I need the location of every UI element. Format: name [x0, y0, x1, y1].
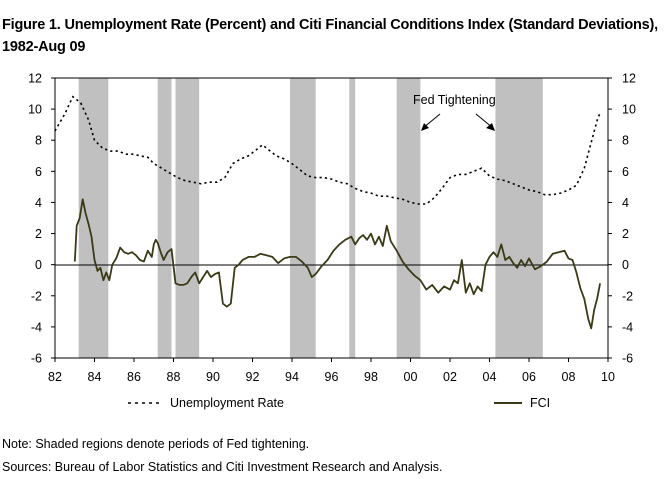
- y-tick-label-left: -2: [31, 289, 42, 303]
- figure-title: Figure 1. Unemployment Rate (Percent) an…: [2, 17, 658, 55]
- y-axis-right: 12 10 8 6 4 2 0 -2 -4 -6: [608, 72, 636, 366]
- legend-label-fci: FCI: [530, 396, 550, 410]
- series-line-unemployment-rate: [54, 95, 602, 205]
- legend-fci: FCI: [494, 396, 550, 410]
- shade-period-1: [157, 78, 172, 358]
- annotation-arrow-left: [421, 113, 441, 131]
- annotation-fed-tightening: Fed Tightening: [413, 93, 496, 107]
- x-tick-label: 92: [246, 370, 260, 384]
- y-tick-label-left: 8: [35, 134, 42, 148]
- y-tick-label-left: 4: [35, 196, 42, 210]
- x-tick-label: 04: [483, 370, 497, 384]
- x-tick-label: 00: [404, 370, 418, 384]
- x-tick-label: 98: [364, 370, 378, 384]
- y-tick-label-right: 4: [622, 196, 629, 210]
- y-tick-label-left: 0: [35, 258, 42, 272]
- y-tick-label-left: -4: [31, 320, 42, 334]
- y-tick-label-right: -6: [622, 352, 633, 366]
- x-tick-label: 94: [285, 370, 299, 384]
- series-lines: [54, 95, 602, 330]
- fed-tightening-shades: [78, 78, 543, 358]
- x-tick-label: 02: [443, 370, 457, 384]
- y-tick-label-right: 2: [622, 227, 629, 241]
- y-tick-label-left: 10: [28, 103, 42, 117]
- y-tick-label-right: -2: [622, 289, 633, 303]
- y-tick-label-right: 8: [622, 134, 629, 148]
- shade-period-3: [290, 78, 316, 358]
- x-axis: 82 84 86 88 90 92 94 96 98 00 02 04 06 08 10: [48, 358, 615, 384]
- x-tick-label: 90: [206, 370, 220, 384]
- note-text: Note: Shaded regions denote periods of F…: [2, 437, 310, 451]
- chart: 82 84 86 88 90 92 94 96 98 00 02 04 06 08 10 121086420…: [28, 72, 636, 411]
- shade-period-6: [495, 78, 543, 358]
- y-tick-label-right: -4: [622, 320, 633, 334]
- shade-period-5: [396, 78, 421, 358]
- shade-period-0: [78, 78, 109, 358]
- y-tick-label-left: 6: [35, 165, 42, 179]
- y-tick-label-right: 6: [622, 165, 629, 179]
- x-tick-label: 88: [167, 370, 181, 384]
- y-tick-label-left: -6: [31, 352, 42, 366]
- y-tick-label-right: 10: [622, 103, 636, 117]
- shade-period-4: [349, 78, 356, 358]
- x-tick-label: 84: [88, 370, 102, 384]
- shade-period-2: [175, 78, 200, 358]
- series-line-fci: [73, 198, 601, 330]
- y-axis-left: 12 10 8 6 4 2 0 -2 -4 -6: [28, 72, 55, 366]
- x-tick-label: 82: [48, 370, 62, 384]
- x-tick-label: 96: [325, 370, 339, 384]
- y-tick-label-right: 0: [622, 258, 629, 272]
- y-tick-label-left: 2: [35, 227, 42, 241]
- legend-unemployment: Unemployment Rate: [128, 396, 284, 410]
- legend-label-unemployment: Unemployment Rate: [170, 396, 284, 410]
- annotation-arrow-right: [475, 113, 495, 131]
- y-tick-label-right: 12: [622, 72, 636, 86]
- sources-text: Sources: Bureau of Labor Statistics and …: [2, 460, 443, 474]
- x-tick-label: 86: [127, 370, 141, 384]
- x-tick-label: 10: [601, 370, 615, 384]
- y-tick-label-left: 12: [28, 72, 42, 86]
- x-tick-label: 06: [522, 370, 536, 384]
- x-tick-label: 08: [562, 370, 576, 384]
